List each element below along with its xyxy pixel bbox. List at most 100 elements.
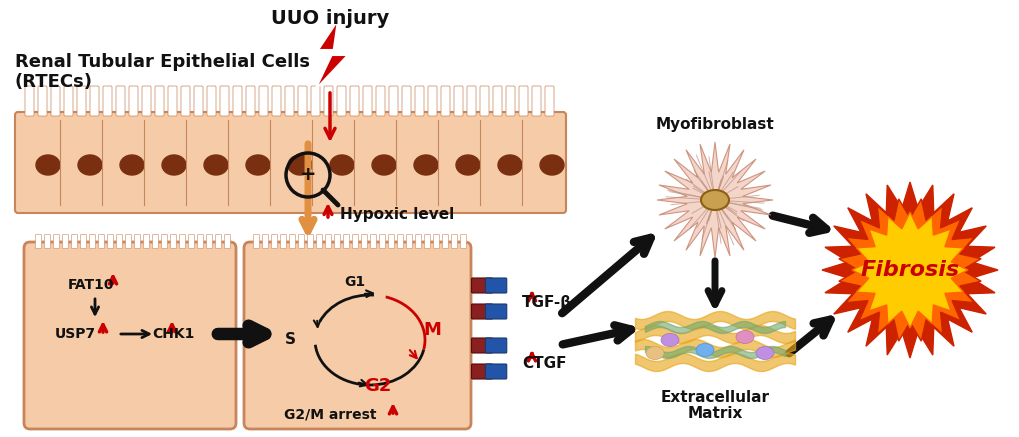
FancyBboxPatch shape	[224, 235, 230, 249]
FancyBboxPatch shape	[246, 86, 255, 116]
FancyBboxPatch shape	[544, 86, 553, 116]
FancyBboxPatch shape	[485, 278, 506, 293]
Ellipse shape	[162, 155, 185, 175]
FancyBboxPatch shape	[179, 235, 185, 249]
FancyBboxPatch shape	[24, 242, 235, 429]
FancyBboxPatch shape	[363, 86, 372, 116]
FancyBboxPatch shape	[36, 235, 42, 249]
FancyBboxPatch shape	[116, 235, 122, 249]
FancyBboxPatch shape	[453, 86, 463, 116]
Text: CTGF: CTGF	[522, 356, 566, 371]
FancyBboxPatch shape	[407, 235, 412, 249]
FancyBboxPatch shape	[81, 235, 87, 249]
FancyBboxPatch shape	[519, 86, 528, 116]
FancyBboxPatch shape	[168, 86, 177, 116]
FancyBboxPatch shape	[471, 304, 492, 319]
Ellipse shape	[645, 347, 663, 360]
FancyBboxPatch shape	[271, 235, 277, 249]
Text: Renal Tubular Epithelial Cells: Renal Tubular Epithelial Cells	[15, 53, 310, 71]
FancyBboxPatch shape	[107, 235, 113, 249]
Ellipse shape	[695, 343, 713, 357]
Text: +: +	[300, 166, 316, 184]
FancyBboxPatch shape	[316, 235, 322, 249]
FancyBboxPatch shape	[254, 235, 259, 249]
Text: TGF-β: TGF-β	[522, 295, 572, 311]
FancyBboxPatch shape	[428, 86, 436, 116]
Polygon shape	[851, 212, 967, 328]
FancyBboxPatch shape	[485, 304, 506, 319]
FancyBboxPatch shape	[90, 86, 99, 116]
FancyBboxPatch shape	[51, 86, 60, 116]
Ellipse shape	[700, 190, 729, 210]
Text: Myofibroblast: Myofibroblast	[655, 118, 773, 132]
FancyBboxPatch shape	[262, 235, 268, 249]
FancyBboxPatch shape	[142, 86, 151, 116]
Text: USP7: USP7	[55, 327, 96, 341]
FancyBboxPatch shape	[397, 235, 404, 249]
Ellipse shape	[455, 155, 480, 175]
Text: Matrix: Matrix	[687, 406, 742, 420]
Polygon shape	[838, 199, 980, 341]
FancyBboxPatch shape	[336, 86, 345, 116]
FancyBboxPatch shape	[71, 235, 77, 249]
Text: S: S	[284, 333, 296, 347]
Text: UUO injury: UUO injury	[271, 8, 388, 28]
FancyBboxPatch shape	[170, 235, 176, 249]
Text: (RTECs): (RTECs)	[15, 73, 93, 91]
Ellipse shape	[287, 155, 312, 175]
FancyBboxPatch shape	[485, 364, 506, 379]
FancyBboxPatch shape	[259, 86, 268, 116]
FancyBboxPatch shape	[388, 235, 394, 249]
FancyBboxPatch shape	[467, 86, 476, 116]
FancyBboxPatch shape	[215, 235, 221, 249]
FancyBboxPatch shape	[244, 242, 471, 429]
Ellipse shape	[539, 155, 564, 175]
FancyBboxPatch shape	[350, 86, 359, 116]
FancyBboxPatch shape	[289, 235, 296, 249]
FancyBboxPatch shape	[415, 235, 421, 249]
FancyBboxPatch shape	[76, 86, 86, 116]
Text: G2: G2	[364, 377, 391, 395]
FancyBboxPatch shape	[460, 235, 466, 249]
FancyBboxPatch shape	[161, 235, 167, 249]
FancyBboxPatch shape	[311, 86, 320, 116]
FancyBboxPatch shape	[532, 86, 540, 116]
Text: CHK1: CHK1	[152, 327, 195, 341]
FancyBboxPatch shape	[99, 235, 104, 249]
FancyBboxPatch shape	[307, 235, 313, 249]
FancyBboxPatch shape	[471, 364, 492, 379]
FancyBboxPatch shape	[485, 338, 506, 353]
Text: Hypoxic level: Hypoxic level	[339, 208, 453, 222]
FancyBboxPatch shape	[103, 86, 112, 116]
FancyBboxPatch shape	[25, 86, 34, 116]
Ellipse shape	[660, 333, 679, 347]
FancyBboxPatch shape	[361, 235, 367, 249]
FancyBboxPatch shape	[53, 235, 59, 249]
Text: Extracellular: Extracellular	[660, 389, 768, 405]
FancyBboxPatch shape	[299, 235, 305, 249]
Text: M: M	[423, 321, 440, 339]
Text: FAT10: FAT10	[68, 278, 114, 292]
FancyBboxPatch shape	[401, 86, 411, 116]
Polygon shape	[656, 142, 772, 258]
FancyBboxPatch shape	[415, 86, 424, 116]
FancyBboxPatch shape	[376, 86, 384, 116]
Ellipse shape	[77, 155, 102, 175]
Text: G1: G1	[344, 275, 365, 289]
FancyBboxPatch shape	[442, 235, 448, 249]
Text: G2/M arrest: G2/M arrest	[283, 408, 376, 422]
FancyBboxPatch shape	[451, 235, 458, 249]
Ellipse shape	[372, 155, 395, 175]
FancyBboxPatch shape	[144, 235, 150, 249]
Ellipse shape	[330, 155, 354, 175]
FancyBboxPatch shape	[116, 86, 125, 116]
Ellipse shape	[497, 155, 522, 175]
FancyBboxPatch shape	[388, 86, 397, 116]
FancyBboxPatch shape	[125, 235, 131, 249]
FancyBboxPatch shape	[325, 235, 331, 249]
FancyBboxPatch shape	[62, 235, 68, 249]
FancyBboxPatch shape	[505, 86, 515, 116]
FancyBboxPatch shape	[232, 86, 242, 116]
Ellipse shape	[755, 347, 773, 360]
FancyBboxPatch shape	[135, 235, 141, 249]
